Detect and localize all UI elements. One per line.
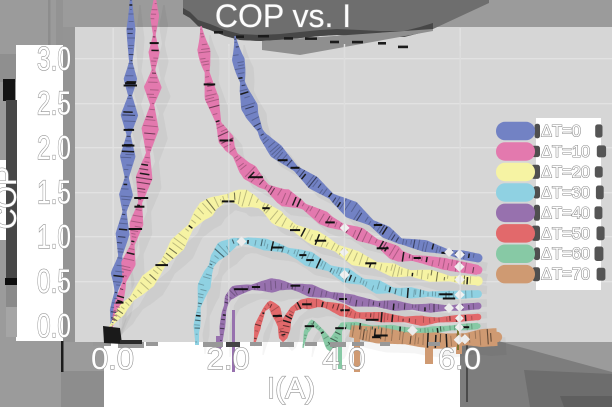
svg-text:ΔT=0: ΔT=0 xyxy=(541,123,581,141)
svg-text:2.5: 2.5 xyxy=(37,85,71,122)
svg-text:ΔT=60: ΔT=60 xyxy=(541,245,590,263)
svg-text:6.0: 6.0 xyxy=(438,341,481,376)
svg-text:ΔT=70: ΔT=70 xyxy=(541,266,590,284)
svg-text:2.0: 2.0 xyxy=(207,341,250,376)
svg-text:COP: COP xyxy=(0,167,23,230)
svg-text:ΔT=30: ΔT=30 xyxy=(541,184,590,202)
svg-text:ΔT=20: ΔT=20 xyxy=(541,163,590,181)
svg-text:COP vs. I: COP vs. I xyxy=(215,0,351,34)
svg-text:1.0: 1.0 xyxy=(37,218,71,255)
svg-text:0.5: 0.5 xyxy=(37,263,71,300)
svg-text:0.0: 0.0 xyxy=(91,341,134,376)
svg-text:ΔT=10: ΔT=10 xyxy=(541,143,590,161)
svg-text:I(A): I(A) xyxy=(267,372,315,405)
svg-text:1.5: 1.5 xyxy=(37,174,71,211)
svg-text:4.0: 4.0 xyxy=(322,341,365,376)
svg-text:ΔT=50: ΔT=50 xyxy=(541,225,590,243)
svg-text:0.0: 0.0 xyxy=(37,307,71,344)
svg-text:ΔT=40: ΔT=40 xyxy=(541,204,590,222)
svg-text:2.0: 2.0 xyxy=(37,129,71,166)
svg-text:3.0: 3.0 xyxy=(37,40,71,77)
